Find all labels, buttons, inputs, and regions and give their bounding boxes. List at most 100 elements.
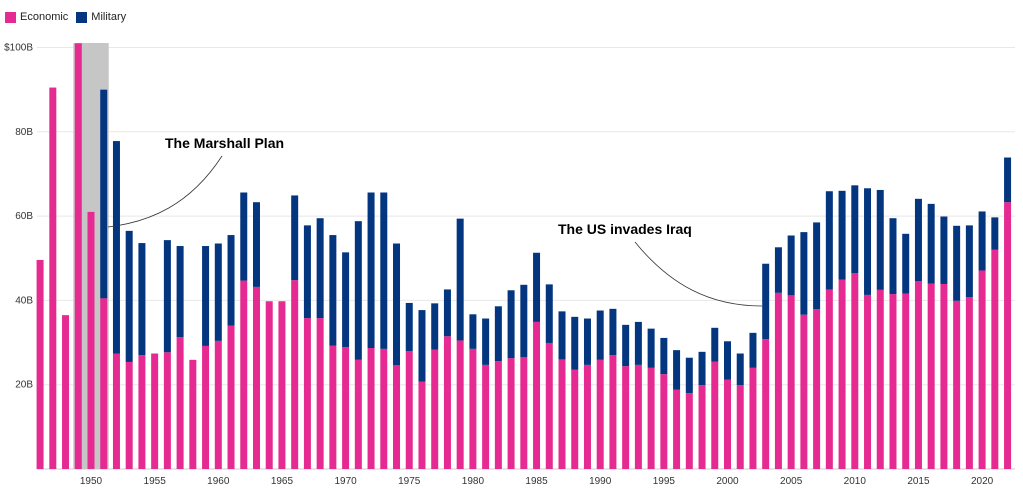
bar-military-2012[interactable] [876, 189, 884, 290]
bar-economic-1998[interactable] [698, 385, 706, 469]
bar-economic-2002[interactable] [749, 367, 757, 469]
bar-military-1997[interactable] [685, 357, 693, 394]
bar-economic-1985[interactable] [533, 321, 541, 469]
bar-economic-1992[interactable] [622, 366, 630, 469]
bar-economic-1982[interactable] [494, 361, 502, 469]
bar-military-2013[interactable] [889, 218, 897, 295]
bar-military-2005[interactable] [787, 235, 795, 296]
bar-economic-1966[interactable] [291, 280, 299, 469]
bar-economic-2008[interactable] [825, 289, 833, 469]
bar-economic-1971[interactable] [354, 359, 362, 469]
bar-military-1984[interactable] [520, 284, 528, 358]
bar-military-2009[interactable] [838, 190, 846, 280]
bar-military-1966[interactable] [291, 195, 299, 281]
bar-military-2002[interactable] [749, 332, 757, 368]
bar-economic-1960[interactable] [214, 340, 222, 469]
bar-military-2019[interactable] [965, 225, 973, 298]
bar-economic-2011[interactable] [864, 294, 872, 469]
bar-military-1987[interactable] [558, 311, 566, 360]
bar-economic-2010[interactable] [851, 273, 859, 469]
bar-economic-2003[interactable] [762, 339, 770, 469]
bar-military-1990[interactable] [596, 310, 604, 360]
bar-military-1995[interactable] [660, 337, 668, 375]
bar-economic-1996[interactable] [673, 389, 681, 469]
bar-economic-2021[interactable] [991, 249, 999, 469]
bar-military-1969[interactable] [329, 235, 337, 346]
bar-economic-2012[interactable] [876, 289, 884, 469]
bar-military-2018[interactable] [953, 225, 961, 301]
bar-economic-1952[interactable] [112, 353, 120, 469]
bar-military-1988[interactable] [571, 316, 579, 370]
bar-economic-2014[interactable] [902, 293, 910, 469]
bar-military-1957[interactable] [176, 246, 184, 338]
bar-economic-1951[interactable] [100, 298, 108, 469]
bar-military-1961[interactable] [227, 235, 235, 326]
bar-military-2010[interactable] [851, 185, 859, 274]
bar-military-1971[interactable] [354, 221, 362, 360]
bar-economic-1947[interactable] [49, 87, 57, 469]
bar-military-1960[interactable] [214, 243, 222, 341]
bar-military-2003[interactable] [762, 263, 770, 340]
bar-military-1998[interactable] [698, 351, 706, 386]
bar-military-2004[interactable] [774, 247, 782, 293]
bar-economic-1994[interactable] [647, 367, 655, 469]
bar-economic-2013[interactable] [889, 294, 897, 469]
bar-military-1994[interactable] [647, 328, 655, 368]
bar-economic-2001[interactable] [736, 385, 744, 469]
bar-economic-1954[interactable] [138, 355, 146, 469]
bar-economic-1975[interactable] [405, 350, 413, 469]
bar-economic-1972[interactable] [367, 348, 375, 469]
bar-economic-2009[interactable] [838, 279, 846, 469]
bar-military-1974[interactable] [393, 243, 401, 366]
bar-military-1996[interactable] [673, 350, 681, 390]
bar-military-1978[interactable] [443, 289, 451, 337]
bar-military-1959[interactable] [202, 246, 210, 346]
bar-economic-1958[interactable] [189, 359, 197, 469]
bar-military-1985[interactable] [533, 252, 541, 322]
bar-economic-1965[interactable] [278, 301, 286, 469]
bar-economic-1959[interactable] [202, 345, 210, 469]
bar-economic-1976[interactable] [418, 381, 426, 469]
bar-economic-1967[interactable] [303, 318, 311, 469]
legend-item-economic[interactable]: Economic [5, 11, 68, 23]
bar-economic-1970[interactable] [342, 347, 350, 469]
bar-economic-1957[interactable] [176, 337, 184, 469]
bar-economic-2022[interactable] [1004, 202, 1012, 470]
bar-economic-1984[interactable] [520, 357, 528, 469]
bar-military-2006[interactable] [800, 232, 808, 315]
bar-military-1993[interactable] [634, 321, 642, 365]
bar-economic-1969[interactable] [329, 345, 337, 469]
bar-economic-2006[interactable] [800, 314, 808, 469]
bar-military-1972[interactable] [367, 192, 375, 349]
bar-military-2000[interactable] [724, 341, 731, 380]
bar-military-2017[interactable] [940, 216, 948, 284]
bar-military-1952[interactable] [112, 141, 120, 354]
bar-economic-1973[interactable] [380, 348, 388, 469]
bar-economic-1977[interactable] [431, 349, 439, 469]
bar-military-1986[interactable] [545, 284, 553, 343]
bar-economic-2020[interactable] [978, 270, 986, 469]
bar-economic-1990[interactable] [596, 359, 604, 469]
bar-economic-2000[interactable] [724, 379, 731, 469]
bar-economic-1964[interactable] [265, 301, 273, 469]
bar-military-1992[interactable] [622, 324, 630, 367]
bar-economic-1988[interactable] [571, 369, 579, 469]
bar-military-1980[interactable] [469, 314, 477, 349]
bar-military-1968[interactable] [316, 218, 324, 319]
bar-military-2001[interactable] [736, 353, 744, 386]
bar-military-2015[interactable] [914, 198, 922, 282]
bar-economic-1955[interactable] [151, 353, 159, 469]
bar-economic-1987[interactable] [558, 359, 566, 469]
bar-economic-1968[interactable] [316, 318, 324, 469]
bar-military-2011[interactable] [864, 188, 872, 295]
bar-economic-1978[interactable] [443, 336, 451, 469]
bar-economic-2017[interactable] [940, 283, 948, 469]
bar-military-1991[interactable] [609, 308, 617, 356]
bar-military-1967[interactable] [303, 225, 311, 319]
bar-economic-1979[interactable] [456, 340, 464, 469]
bar-economic-2015[interactable] [914, 281, 922, 469]
bar-military-2020[interactable] [978, 211, 986, 271]
bar-military-1999[interactable] [711, 327, 719, 362]
legend-item-military[interactable]: Military [76, 11, 126, 23]
bar-economic-1948[interactable] [62, 315, 70, 469]
